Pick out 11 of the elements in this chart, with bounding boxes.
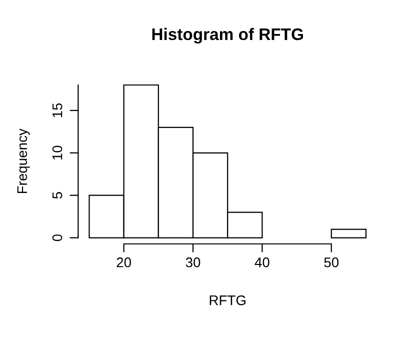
y-tick-label: 5 [52,192,62,199]
y-tick-label: 15 [52,103,62,118]
chart-title: Histogram of RFTG [152,28,303,44]
x-tick-label: 20 [116,257,132,268]
y-tick-label: 10 [52,146,62,160]
x-tick-label: 30 [186,257,200,268]
x-axis-title: RFTG [210,295,246,306]
x-tick-label: 40 [254,257,270,268]
y-tick-label: 0 [52,234,62,242]
x-tick-label: 50 [324,257,339,268]
y-axis-title: Frequency [17,128,30,194]
